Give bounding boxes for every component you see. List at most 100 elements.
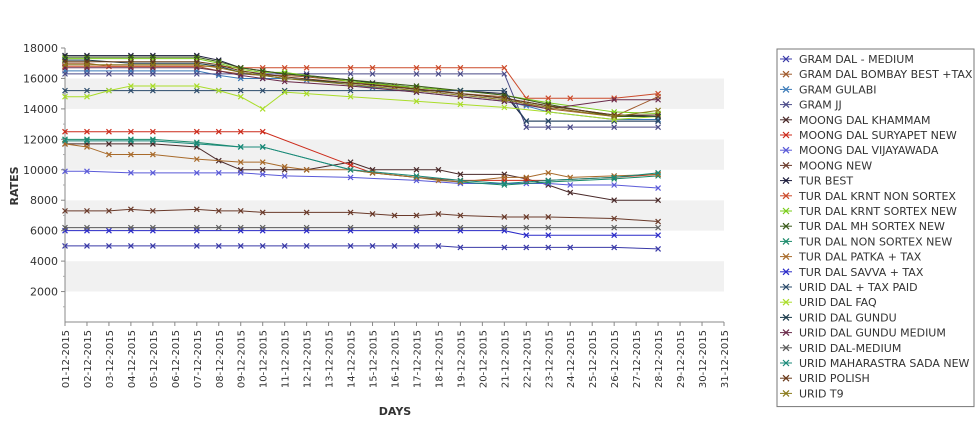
legend-label: TUR DAL MH SORTEX NEW [798,220,945,233]
y-tick-label: 8000 [30,194,58,207]
data-point [545,224,552,231]
legend-swatch-marker [782,192,790,200]
legend-item: TUR DAL NON SORTEX NEW [780,235,952,248]
data-point [655,107,662,114]
data-point [457,70,464,77]
data-point [259,144,266,150]
series-line [65,85,659,121]
legend-item: URID MAHARASTRA SADA NEW [780,357,970,370]
data-point [127,137,134,144]
legend-swatch-marker [782,85,790,93]
data-point [545,124,552,131]
data-point [303,90,310,97]
x-tick-label: 26-12-2015 [610,330,621,388]
data-point [457,171,464,178]
data-point [215,128,222,135]
data-point [259,105,266,112]
legend-label: GRAM DAL - MEDIUM [799,53,914,66]
data-point [237,128,244,135]
data-point [62,87,68,94]
x-tick-label: 12-12-2015 [303,330,314,388]
legend-item: TUR BEST [780,175,853,188]
legend-item: GRAM JJ [780,99,842,112]
data-point [413,224,420,231]
legend-item: URID DAL FAQ [780,296,877,309]
legend-label: URID DAL FAQ [799,296,877,309]
data-point [391,242,398,249]
data-point [127,83,134,89]
data-point [84,87,90,94]
data-point [435,70,442,77]
data-point [655,96,662,103]
data-point [369,210,376,217]
data-point [523,124,530,131]
legend-swatch-marker [782,283,790,291]
y-tick-label: 14000 [23,103,58,116]
data-point [237,93,244,100]
data-point [457,212,464,219]
data-point [501,174,508,181]
data-point [127,206,134,213]
data-point [611,215,618,222]
data-point [127,128,134,135]
data-point [413,172,420,179]
data-point [62,224,68,231]
data-point [457,224,464,231]
legend-label: URID POLISH [799,372,870,385]
data-point [259,72,266,79]
data-point [259,159,266,166]
data-point [347,209,354,216]
legend-swatch-marker [782,161,790,169]
x-tick-label: 16-12-2015 [391,330,402,388]
x-tick-label: 22-12-2015 [522,330,533,388]
series-line [65,67,659,110]
data-point [457,177,464,184]
series-line [65,61,659,116]
data-point [149,224,156,231]
x-tick-label: 08-12-2015 [215,330,226,388]
legend-item: URID DAL GUNDU [780,311,897,324]
data-point [106,227,112,234]
legend-item: GRAM DAL BOMBAY BEST +TAX [780,68,973,81]
y-tick-label: 2000 [30,286,58,299]
data-point [611,244,618,251]
data-point [413,98,420,105]
data-point [193,128,200,135]
x-tick-label: 25-12-2015 [588,330,599,388]
data-point [62,93,68,100]
data-point [655,118,662,124]
data-point [237,159,244,166]
data-point [347,242,354,249]
data-point [215,224,222,231]
data-point [259,209,266,216]
legend-label: URID DAL GUNDU MEDIUM [799,327,946,340]
data-point [413,212,420,219]
data-point [149,83,156,89]
series-line [65,64,659,118]
x-tick-label: 19-12-2015 [456,330,467,388]
data-point [457,64,464,71]
y-tick-label: 10000 [23,164,58,177]
data-point [655,232,662,239]
legend-label: TUR DAL SAVVA + TAX [798,266,924,279]
legend-swatch-marker [782,207,790,215]
data-point [193,61,200,68]
series-line [65,143,659,201]
data-point [523,232,530,239]
legend-swatch-marker [782,268,790,276]
data-point [457,101,464,108]
series-line [65,90,659,122]
data-point [106,207,112,214]
data-point [62,70,68,77]
data-point [303,64,310,71]
legend-swatch-marker [782,253,790,261]
data-point [347,81,354,88]
legend-label: TUR BEST [798,175,853,188]
data-point [545,244,552,251]
data-point [347,93,354,100]
data-point [149,87,156,94]
legend-label: URID DAL GUNDU [799,311,897,324]
y-tick-label: 6000 [30,225,58,238]
data-point [84,207,90,214]
data-point [193,83,200,89]
